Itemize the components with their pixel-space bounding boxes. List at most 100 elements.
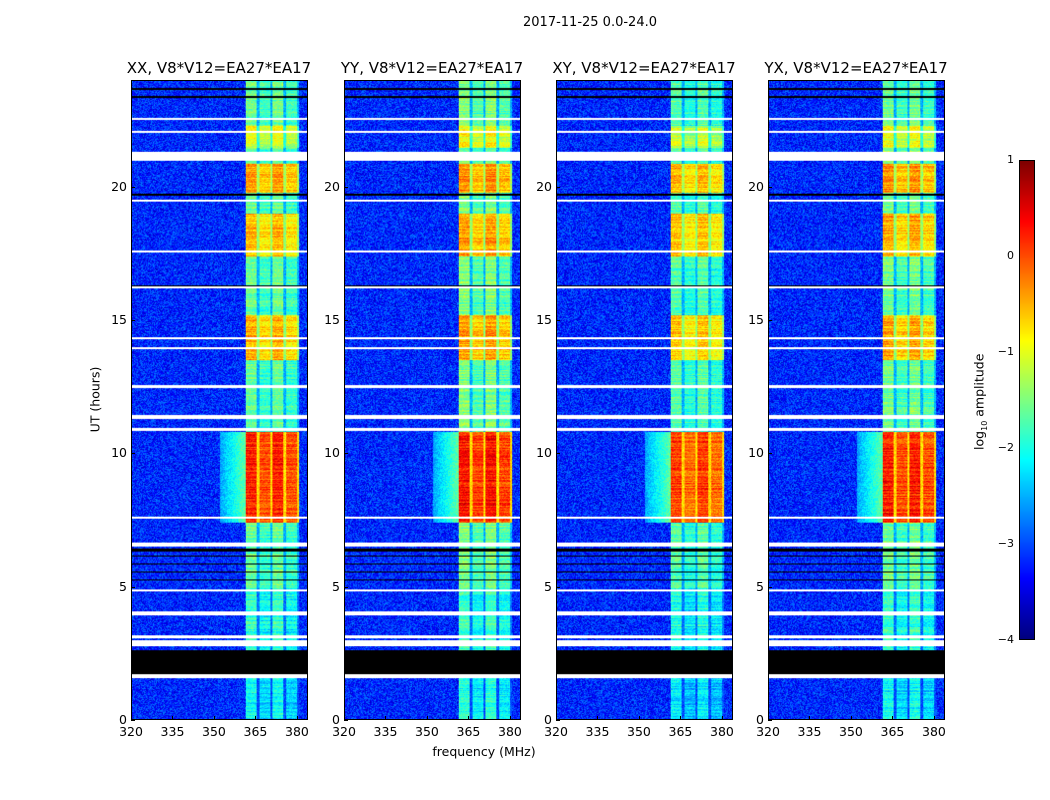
x-tick-label: 365 — [668, 724, 693, 739]
y-tick-label: 20 — [748, 178, 764, 194]
y-tick-mark — [344, 186, 348, 188]
x-tick-mark — [509, 716, 511, 720]
x-tick-mark — [344, 716, 345, 720]
y-tick-label: 5 — [544, 578, 552, 594]
colorbar-tick-label: −1 — [997, 345, 1014, 358]
y-tick-mark — [131, 720, 135, 721]
colorbar-tick-label: −2 — [997, 441, 1014, 454]
heatmap-panel — [556, 80, 733, 720]
colorbar-tick-label: −3 — [997, 537, 1014, 550]
x-tick-mark — [213, 716, 215, 720]
x-tick-mark — [680, 716, 682, 720]
x-tick-label: 335 — [160, 724, 185, 739]
heatmap-panel — [768, 80, 945, 720]
x-tick-label: 335 — [797, 724, 822, 739]
y-tick-label: 10 — [111, 445, 127, 461]
y-tick-label: 15 — [748, 312, 764, 327]
x-tick-mark — [809, 716, 811, 720]
colorbar-label-sub: 10 — [979, 420, 989, 431]
x-tick-label: 350 — [202, 724, 226, 739]
x-tick-label: 335 — [585, 724, 610, 739]
colorbar-tick-label: −4 — [997, 633, 1014, 646]
y-tick-mark — [768, 720, 772, 721]
x-tick-mark — [721, 716, 723, 720]
y-tick-mark — [556, 453, 560, 455]
x-tick-mark — [933, 716, 935, 720]
y-tick-label: 10 — [536, 445, 552, 461]
y-tick-mark — [768, 186, 772, 188]
y-tick-mark — [131, 453, 135, 455]
y-tick-label: 15 — [536, 312, 552, 327]
x-tick-label: 380 — [922, 724, 946, 739]
x-tick-mark — [892, 716, 894, 720]
y-tick-label: 0 — [756, 712, 764, 727]
y-tick-mark — [556, 186, 560, 188]
heatmap-image — [769, 81, 944, 719]
x-tick-mark — [850, 716, 852, 720]
y-tick-mark — [131, 186, 135, 188]
x-tick-mark — [385, 716, 387, 720]
y-tick-mark — [768, 320, 772, 321]
y-tick-label: 5 — [332, 578, 340, 594]
colorbar-label-end: amplitude — [971, 353, 987, 421]
heatmap-image — [557, 81, 732, 719]
y-tick-mark — [768, 453, 772, 455]
x-tick-mark — [131, 716, 132, 720]
x-axis-label: frequency (MHz) — [432, 744, 536, 759]
x-tick-label: 350 — [839, 724, 863, 739]
x-tick-mark — [768, 716, 769, 720]
colorbar-tick-label: 1 — [1007, 153, 1014, 166]
heatmap-image — [132, 81, 307, 719]
y-tick-mark — [556, 586, 560, 588]
panel-title: XX, V8*V12=EA27*EA17 — [126, 59, 312, 77]
y-tick-label: 15 — [324, 312, 340, 327]
x-tick-mark — [296, 716, 298, 720]
colorbar — [1019, 160, 1035, 640]
x-tick-label: 320 — [544, 724, 568, 739]
x-tick-label: 365 — [243, 724, 268, 739]
y-axis-label: UT (hours) — [87, 366, 103, 433]
y-tick-mark — [131, 320, 135, 321]
panel-title: YX, V8*V12=EA27*EA17 — [764, 59, 948, 77]
y-tick-mark — [768, 586, 772, 588]
y-tick-label: 10 — [748, 445, 764, 461]
y-tick-mark — [556, 720, 560, 721]
x-tick-label: 335 — [373, 724, 398, 739]
y-tick-label: 0 — [332, 712, 340, 727]
colorbar-label: log10 amplitude — [971, 352, 989, 452]
x-tick-label: 365 — [880, 724, 905, 739]
x-tick-label: 350 — [415, 724, 439, 739]
panel-title: YY, V8*V12=EA27*EA17 — [340, 59, 524, 77]
y-tick-mark — [556, 320, 560, 321]
x-tick-mark — [255, 716, 257, 720]
x-tick-label: 320 — [119, 724, 143, 739]
x-tick-mark — [468, 716, 470, 720]
y-tick-label: 20 — [536, 178, 552, 194]
y-tick-mark — [131, 586, 135, 588]
figure-title: 2017-11-25 0.0-24.0 — [523, 15, 657, 30]
y-tick-label: 5 — [119, 578, 127, 594]
y-tick-mark — [344, 320, 348, 321]
x-tick-mark — [556, 716, 557, 720]
x-tick-mark — [597, 716, 599, 720]
y-tick-label: 15 — [111, 312, 127, 327]
heatmap-image — [345, 81, 520, 719]
x-tick-label: 320 — [332, 724, 356, 739]
y-tick-label: 20 — [324, 178, 340, 194]
x-tick-label: 380 — [498, 724, 522, 739]
x-tick-label: 380 — [710, 724, 734, 739]
colorbar-gradient — [1020, 161, 1034, 639]
x-tick-label: 320 — [756, 724, 780, 739]
x-tick-mark — [638, 716, 640, 720]
y-tick-label: 20 — [111, 178, 127, 194]
colorbar-tick-label: 0 — [1007, 249, 1014, 262]
y-tick-mark — [344, 586, 348, 588]
y-tick-label: 0 — [544, 712, 552, 727]
y-tick-label: 0 — [119, 712, 127, 727]
x-tick-mark — [426, 716, 428, 720]
x-tick-label: 380 — [285, 724, 309, 739]
panel-title: XY, V8*V12=EA27*EA17 — [552, 59, 736, 77]
heatmap-panel — [344, 80, 521, 720]
y-tick-label: 5 — [756, 578, 764, 594]
